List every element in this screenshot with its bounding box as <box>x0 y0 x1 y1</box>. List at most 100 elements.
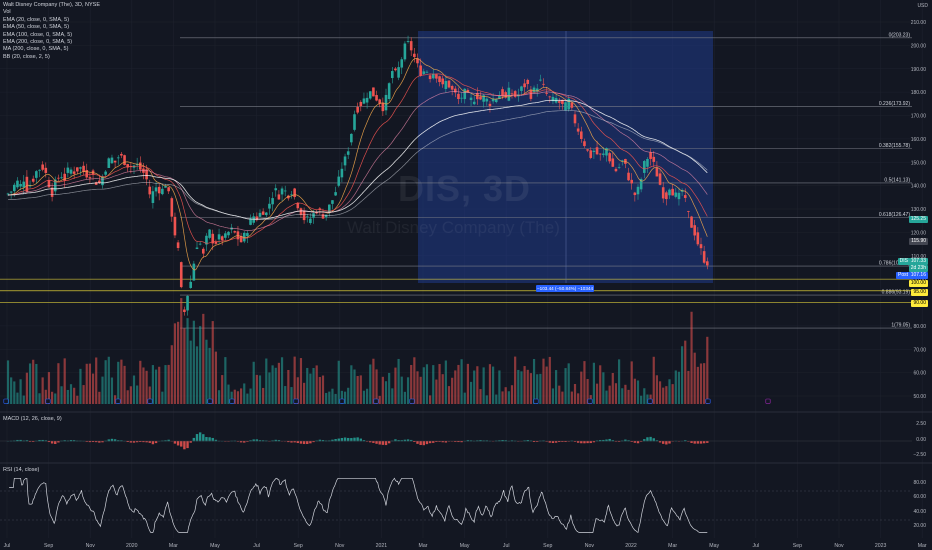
event-marker <box>373 398 379 404</box>
macd-histogram-bar <box>113 439 117 442</box>
volume-bar <box>16 392 19 404</box>
macd-histogram-bar <box>287 441 290 443</box>
legend-ema50[interactable]: EMA (50, close, 0, SMA, 5) <box>3 24 70 31</box>
volume-bar <box>614 383 618 404</box>
date-range-highlight[interactable] <box>418 31 713 283</box>
candle-body <box>460 97 463 99</box>
macd-histogram-bar <box>214 439 218 442</box>
macd-histogram-bar <box>227 441 230 442</box>
candle-body <box>38 169 41 171</box>
rsi-tick-label: 20.00 <box>913 523 926 529</box>
macd-histogram-bar <box>359 438 362 442</box>
candle-body <box>639 178 643 190</box>
legend-ma200[interactable]: MA (200, close, 0, SMA, 5) <box>3 46 69 53</box>
candle-body <box>646 158 649 167</box>
volume-bar <box>280 357 284 404</box>
macd-histogram-bar <box>19 439 22 442</box>
volume-bar <box>211 321 214 404</box>
macd-histogram-bar <box>564 441 567 442</box>
candle-body <box>148 186 152 195</box>
candle-body <box>485 98 489 102</box>
volume-bar <box>410 365 413 404</box>
candle-body <box>444 80 448 90</box>
macd-histogram-bar <box>671 441 674 442</box>
macd-histogram-bar <box>353 437 356 442</box>
volume-bar <box>303 382 306 404</box>
volume-bar <box>117 361 120 404</box>
currency-label: USD <box>917 3 928 9</box>
volume-bar <box>388 372 391 404</box>
candle-body <box>305 216 309 218</box>
event-marker <box>229 398 235 404</box>
macd-histogram-bar <box>432 441 435 443</box>
candle-body <box>665 192 668 200</box>
volume-bar <box>325 392 328 404</box>
volume-bar <box>548 356 551 404</box>
candle-body <box>636 186 640 195</box>
macd-histogram-bar <box>362 440 366 442</box>
candle-body <box>195 247 199 249</box>
volume-bar <box>227 384 230 404</box>
candle-body <box>661 187 665 199</box>
legend-ema20[interactable]: EMA (20, close, 0, SMA, 5) <box>3 16 70 23</box>
volume-bar <box>454 370 457 404</box>
time-tick-label: 2021 <box>376 543 388 549</box>
volume-bar <box>674 370 677 404</box>
legend-bb[interactable]: BB (20, close, 2, 5) <box>3 53 50 60</box>
candle-body <box>400 59 404 68</box>
candle-body <box>494 99 498 103</box>
candle-body <box>457 93 460 100</box>
volume-bar <box>378 395 381 404</box>
event-marker <box>765 398 771 404</box>
price-tick-label: 80.00 <box>913 324 926 330</box>
volume-bar <box>498 370 501 404</box>
macd-histogram-bar <box>302 441 306 445</box>
candle-body <box>595 147 599 155</box>
macd-label[interactable]: MACD (12, 26, close, 9) <box>3 416 62 422</box>
legend-title[interactable]: Walt Disney Company (The), 3D, NYSE <box>3 2 100 8</box>
macd-histogram-bar <box>381 441 385 445</box>
fib-level-label: 0.886(93.19) <box>882 290 911 296</box>
candle-body <box>170 198 174 217</box>
macd-histogram-bar <box>466 440 470 442</box>
fib-level-label: 0.618(126.47) <box>879 212 910 218</box>
volume-bar <box>51 391 54 404</box>
volume-bar <box>605 390 608 404</box>
candle-body <box>283 190 287 192</box>
volume-bar <box>655 375 658 404</box>
volume-bar <box>139 360 142 404</box>
candle-body <box>441 78 444 85</box>
candle-body <box>570 102 574 108</box>
watermark-symbol: DIS, 3D <box>398 168 532 209</box>
price-tick-label: 70.00 <box>913 347 926 353</box>
legend-volume[interactable]: Vol <box>3 9 11 16</box>
candle-body <box>416 58 419 64</box>
volume-bar <box>621 388 624 404</box>
macd-histogram-bar <box>589 441 592 444</box>
volume-bar <box>132 375 136 404</box>
candle-body <box>674 192 678 197</box>
candle-body <box>435 74 438 79</box>
legend-ema100[interactable]: EMA (100, close, 0, SMA, 5) <box>3 31 73 38</box>
rsi-label[interactable]: RSI (14, close) <box>3 467 40 473</box>
legend-ema200[interactable]: EMA (200, close, 0, SMA, 5) <box>3 39 73 46</box>
volume-bar <box>665 386 668 404</box>
volume-bar <box>129 386 132 404</box>
volume-bar <box>441 374 444 404</box>
candle-body <box>655 168 659 177</box>
volume-bar <box>249 388 252 404</box>
volume-bar <box>699 363 703 404</box>
macd-histogram-bar <box>151 441 155 445</box>
macd-histogram-bar <box>277 440 281 442</box>
volume-bar <box>107 356 110 404</box>
bb-mid-tag: 115.90 <box>909 238 928 245</box>
candle-body <box>277 194 281 200</box>
candle-body <box>690 216 693 228</box>
macd-tick-label: 0.00 <box>916 437 926 443</box>
macd-histogram-bar <box>145 441 148 443</box>
volume-bar <box>88 363 91 404</box>
volume-bar <box>394 367 397 404</box>
measure-label[interactable]: −103.44 (−50.84%) −10344 <box>536 285 594 292</box>
volume-bar <box>457 364 460 404</box>
